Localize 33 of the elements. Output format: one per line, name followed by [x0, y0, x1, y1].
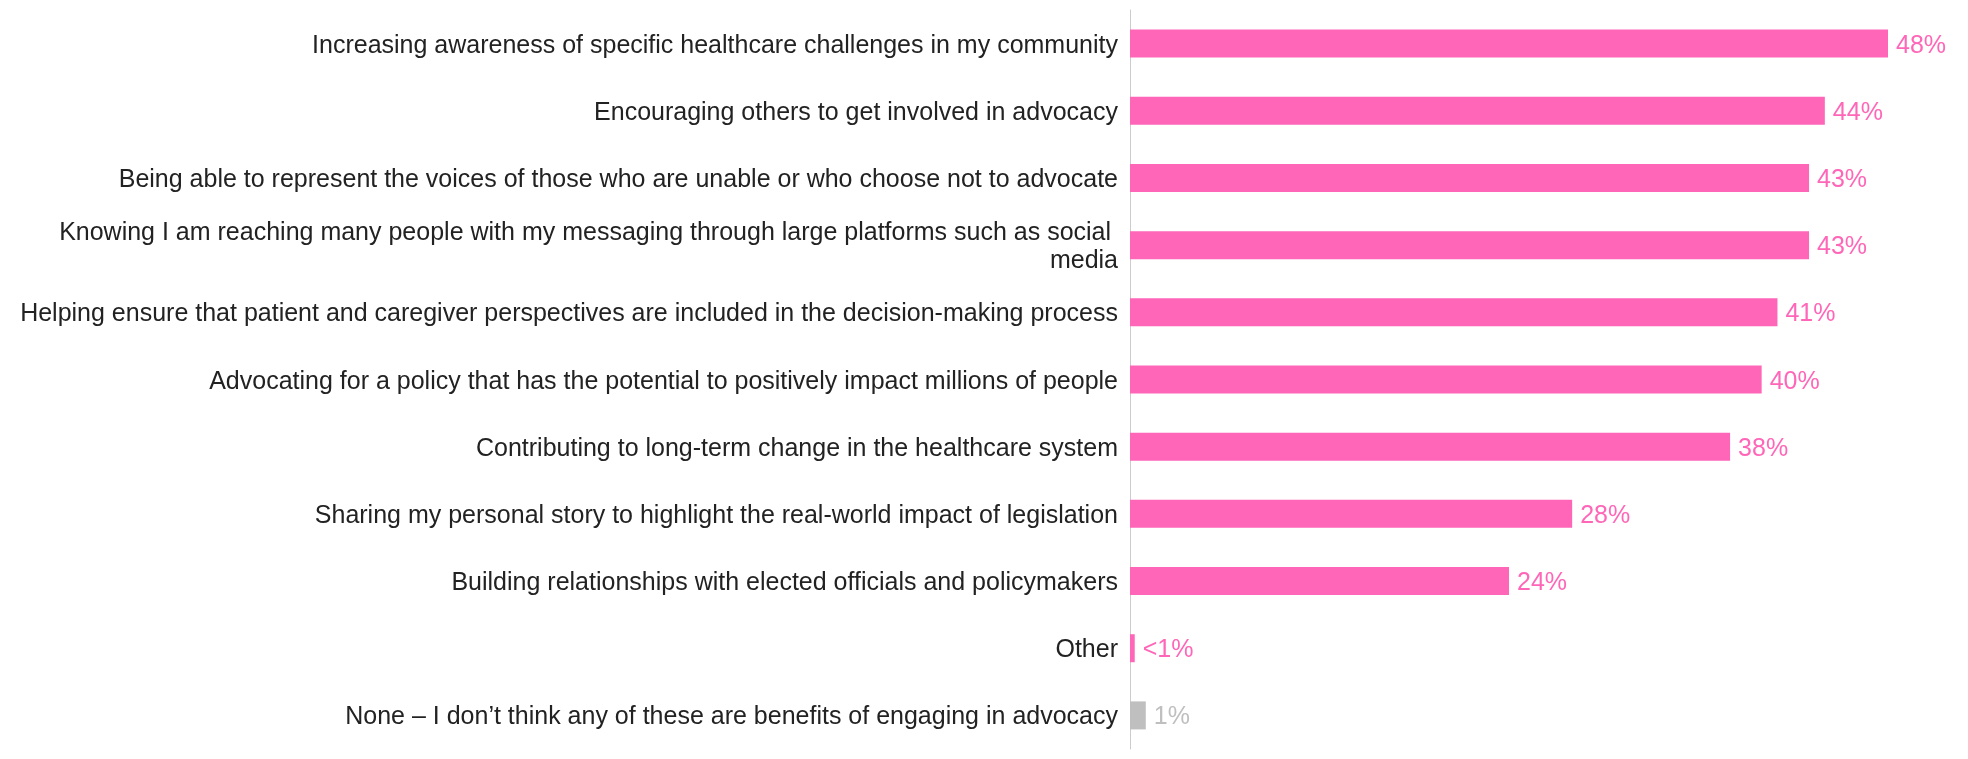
data-label: <1%: [1142, 634, 1194, 663]
bar: [1130, 231, 1810, 260]
bar: [1130, 567, 1509, 596]
y-tick-label: Building relationships with elected officials and policymakers: [451, 567, 1118, 596]
y-tick-label: Being able to represent the voices of those who are unable or who choose not to advocate: [118, 163, 1118, 192]
data-label: 24%: [1517, 567, 1568, 596]
bar: [1130, 29, 1888, 58]
data-label: 1%: [1153, 701, 1190, 730]
y-tick-label: Sharing my personal story to highlight the real-world impact of legislation: [314, 499, 1118, 528]
y-tick-label: Knowing I am reaching many people with my messaging through large platforms such as social media: [59, 217, 1119, 274]
y-tick-label: Encouraging others to get involved in advocacy: [594, 96, 1119, 125]
data-label: 43%: [1817, 163, 1868, 192]
data-label: 28%: [1580, 499, 1631, 528]
bar: [1130, 96, 1825, 125]
y-tick-label: Helping ensure that patient and caregiver perspectives are included in the decision-making process: [20, 298, 1118, 327]
data-label: 38%: [1738, 432, 1789, 461]
y-tick-label: Other: [1055, 634, 1118, 663]
bar: [1130, 163, 1810, 192]
data-label: 48%: [1896, 29, 1947, 58]
data-label: 41%: [1785, 298, 1836, 327]
bar: [1130, 499, 1573, 528]
bar: [1130, 432, 1731, 461]
data-label: 43%: [1817, 231, 1868, 260]
y-tick-label: Advocating for a policy that has the potential to positively impact millions of people: [209, 365, 1118, 394]
bar: [1130, 634, 1135, 663]
data-label: 44%: [1832, 96, 1883, 125]
y-tick-label: Contributing to long-term change in the healthcare system: [475, 432, 1118, 461]
bar: [1130, 298, 1778, 327]
y-tick-label: None – I don’t think any of these are benefits of engaging in advocacy: [345, 701, 1119, 730]
bar: [1130, 365, 1762, 394]
data-label: 40%: [1769, 365, 1820, 394]
y-tick-label: Increasing awareness of specific healthcare challenges in my community: [312, 29, 1119, 58]
bar: [1130, 701, 1146, 730]
